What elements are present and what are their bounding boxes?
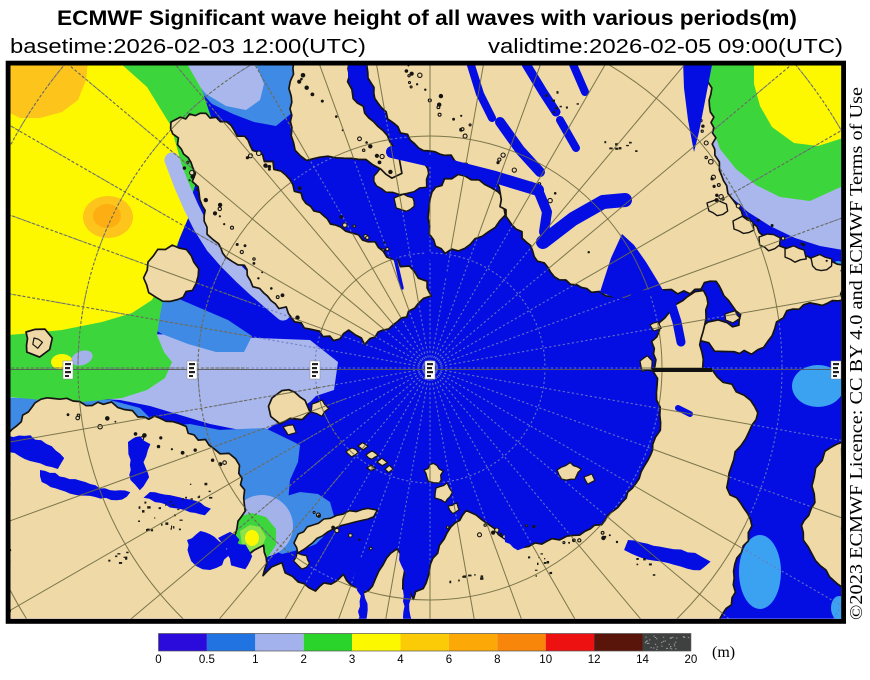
- svg-text:©2023 ECMWF Licence: CC BY 4.0: ©2023 ECMWF Licence: CC BY 4.0 and ECMWF…: [846, 87, 866, 620]
- svg-text:1: 1: [252, 654, 258, 666]
- svg-text:validtime:2026-02-05 09:00(UTC: validtime:2026-02-05 09:00(UTC): [488, 35, 843, 58]
- svg-text:4: 4: [397, 654, 404, 666]
- svg-text:(m): (m): [712, 644, 735, 661]
- svg-text:12: 12: [588, 654, 601, 666]
- svg-text:0: 0: [155, 654, 161, 666]
- svg-text:20: 20: [685, 654, 698, 666]
- svg-text:10: 10: [539, 654, 552, 666]
- svg-text:ECMWF Significant wave height: ECMWF Significant wave height of all wav…: [57, 7, 797, 30]
- svg-text:2: 2: [300, 654, 306, 666]
- svg-text:3: 3: [349, 654, 355, 666]
- svg-text:basetime:2026-02-03 12:00(UTC): basetime:2026-02-03 12:00(UTC): [10, 35, 366, 58]
- svg-text:8: 8: [494, 654, 500, 666]
- svg-text:14: 14: [636, 654, 649, 666]
- svg-text:0.5: 0.5: [199, 654, 215, 666]
- svg-text:6: 6: [446, 654, 452, 666]
